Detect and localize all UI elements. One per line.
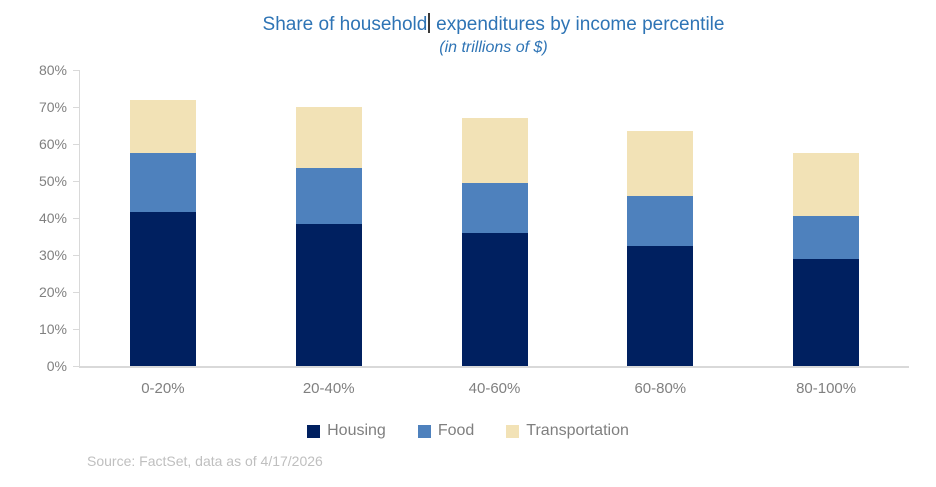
bar-segment-food[interactable] xyxy=(295,168,362,224)
y-axis-tick xyxy=(73,180,80,182)
y-axis-label: 50% xyxy=(38,173,67,189)
bar-segment-transportation[interactable] xyxy=(461,118,528,183)
y-axis-tick xyxy=(73,291,80,293)
chart-title[interactable]: Share of household expenditures by incom… xyxy=(79,12,908,38)
bar-segment-transportation[interactable] xyxy=(129,99,196,154)
y-axis-tick xyxy=(73,328,80,330)
bar-segment-food[interactable] xyxy=(129,153,196,213)
y-axis-tick xyxy=(73,69,80,71)
legend-item-transportation[interactable]: Transportation xyxy=(506,422,629,440)
x-axis-label: 40-60% xyxy=(468,380,521,397)
x-axis-label: 80-100% xyxy=(796,380,857,397)
bar-segment-housing[interactable] xyxy=(295,223,362,366)
legend-swatch-housing xyxy=(307,424,321,438)
bar-40-60%[interactable] xyxy=(461,118,528,366)
legend-label-transportation: Transportation xyxy=(526,422,629,439)
y-axis-tick xyxy=(73,143,80,145)
x-axis-label: 0-20% xyxy=(141,380,185,397)
y-axis-label: 80% xyxy=(38,62,67,78)
legend: Housing Food Transportation xyxy=(0,422,936,440)
y-axis-tick xyxy=(73,365,80,367)
y-axis-label: 60% xyxy=(38,136,67,152)
y-axis-tick xyxy=(73,106,80,108)
y-axis-tick xyxy=(73,217,80,219)
legend-item-food[interactable]: Food xyxy=(417,422,475,440)
y-axis-label: 20% xyxy=(38,284,67,300)
bar-segment-transportation[interactable] xyxy=(793,153,860,217)
bar-60-80%[interactable] xyxy=(627,131,694,366)
bar-segment-food[interactable] xyxy=(461,182,528,233)
bar-0-20%[interactable] xyxy=(129,99,196,366)
bar-segment-transportation[interactable] xyxy=(627,131,694,196)
y-axis-label: 30% xyxy=(38,247,67,263)
legend-swatch-transportation xyxy=(506,424,520,438)
legend-label-housing: Housing xyxy=(327,422,386,439)
legend-item-housing[interactable]: Housing xyxy=(307,422,386,440)
source-note: Source: FactSet, data as of 4/17/2026 xyxy=(87,453,323,469)
bar-segment-housing[interactable] xyxy=(793,258,860,366)
bar-80-100%[interactable] xyxy=(793,153,860,366)
y-axis-tick xyxy=(73,254,80,256)
title-text-after-cursor: expenditures by income percentile xyxy=(430,14,725,35)
bar-segment-housing[interactable] xyxy=(129,212,196,366)
chart-subtitle[interactable]: (in trillions of $) xyxy=(439,39,548,56)
y-axis-label: 0% xyxy=(46,358,67,374)
y-axis-label: 40% xyxy=(38,210,67,226)
bar-20-40%[interactable] xyxy=(295,107,362,366)
x-axis-label: 20-40% xyxy=(302,380,355,397)
text-cursor xyxy=(428,13,430,33)
bar-segment-food[interactable] xyxy=(627,195,694,246)
bar-segment-food[interactable] xyxy=(793,216,860,259)
y-axis-label: 70% xyxy=(38,99,67,115)
title-text-before-cursor: Share of household xyxy=(262,14,428,35)
plot-area: 0% 10% 20% 30% 40% 50% 60% 70% 80% 0-20% 20-40% 40-… xyxy=(39,62,909,397)
bar-segment-housing[interactable] xyxy=(461,232,528,366)
y-axis-label: 10% xyxy=(38,321,67,337)
bar-segment-housing[interactable] xyxy=(627,245,694,366)
bar-segment-transportation[interactable] xyxy=(295,107,362,169)
legend-label-food: Food xyxy=(437,422,475,439)
legend-swatch-food xyxy=(417,424,431,438)
x-axis-label: 60-80% xyxy=(634,380,687,397)
